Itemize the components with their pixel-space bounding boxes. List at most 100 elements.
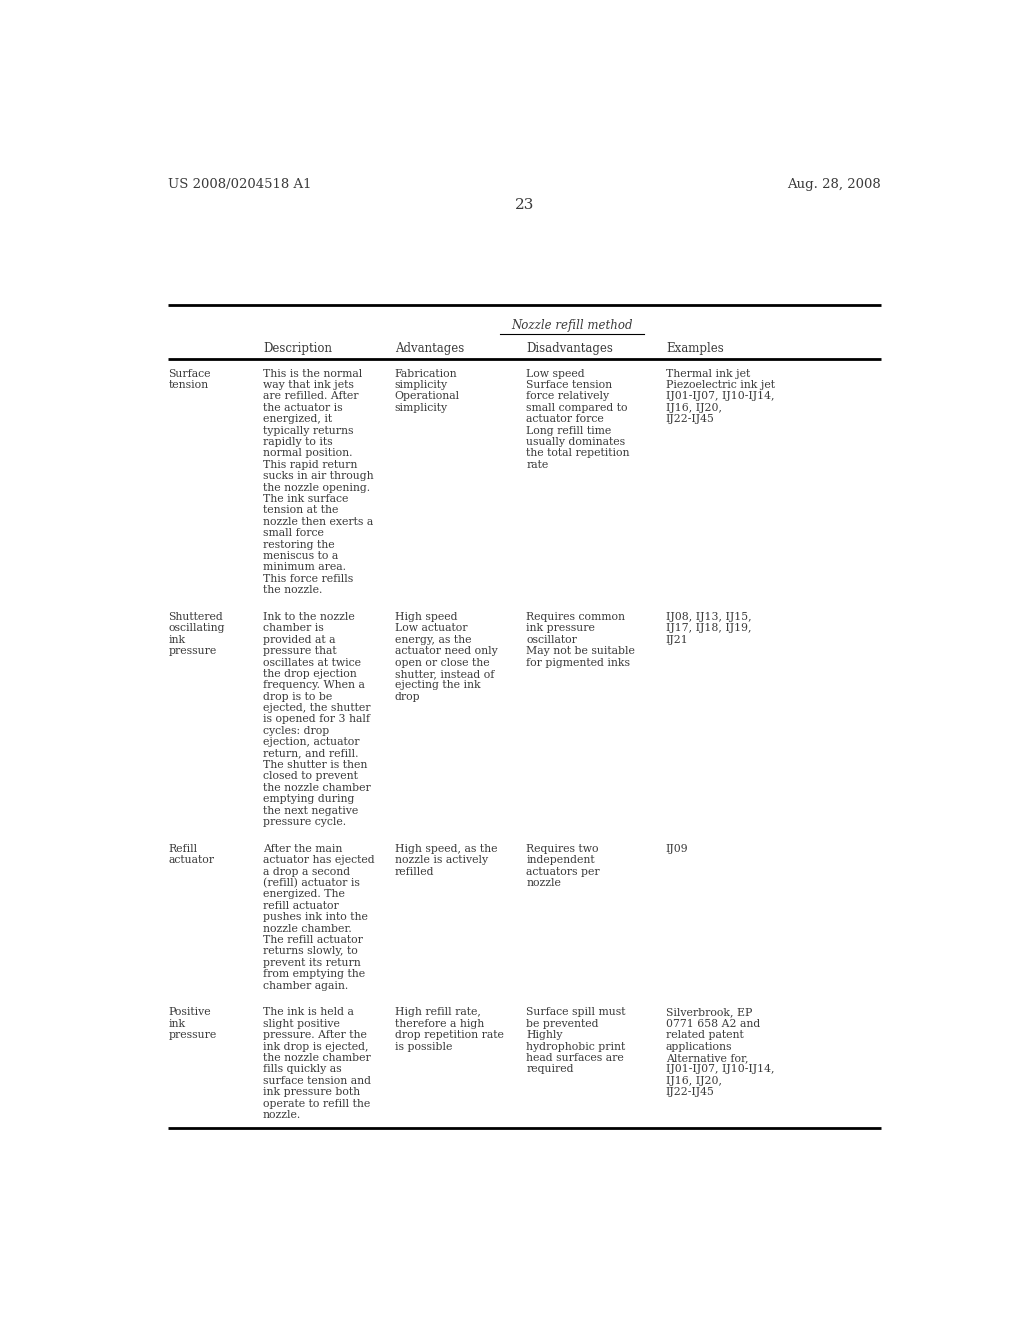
Text: Alternative for,: Alternative for, [666, 1053, 749, 1063]
Text: oscillating: oscillating [168, 623, 225, 634]
Text: Highly: Highly [526, 1030, 563, 1040]
Text: (refill) actuator is: (refill) actuator is [263, 878, 359, 888]
Text: typically returns: typically returns [263, 425, 353, 436]
Text: the nozzle chamber: the nozzle chamber [263, 783, 371, 793]
Text: prevent its return: prevent its return [263, 958, 360, 968]
Text: Silverbrook, EP: Silverbrook, EP [666, 1007, 753, 1018]
Text: meniscus to a: meniscus to a [263, 550, 338, 561]
Text: way that ink jets: way that ink jets [263, 380, 353, 389]
Text: simplicity: simplicity [394, 403, 447, 413]
Text: restoring the: restoring the [263, 540, 335, 549]
Text: the total repetition: the total repetition [526, 449, 630, 458]
Text: Piezoelectric ink jet: Piezoelectric ink jet [666, 380, 775, 389]
Text: Shuttered: Shuttered [168, 612, 223, 622]
Text: actuator: actuator [168, 855, 214, 865]
Text: pressure cycle.: pressure cycle. [263, 817, 346, 828]
Text: actuators per: actuators per [526, 867, 600, 876]
Text: head surfaces are: head surfaces are [526, 1053, 624, 1063]
Text: pushes ink into the: pushes ink into the [263, 912, 368, 923]
Text: therefore a high: therefore a high [394, 1019, 484, 1028]
Text: Nozzle refill method: Nozzle refill method [511, 318, 633, 331]
Text: open or close the: open or close the [394, 657, 489, 668]
Text: High refill rate,: High refill rate, [394, 1007, 480, 1018]
Text: cycles: drop: cycles: drop [263, 726, 329, 735]
Text: closed to prevent: closed to prevent [263, 771, 357, 781]
Text: IJ17, IJ18, IJ19,: IJ17, IJ18, IJ19, [666, 623, 752, 634]
Text: minimum area.: minimum area. [263, 562, 346, 573]
Text: IJ01-IJ07, IJ10-IJ14,: IJ01-IJ07, IJ10-IJ14, [666, 392, 774, 401]
Text: High speed: High speed [394, 612, 457, 622]
Text: tension: tension [168, 380, 209, 389]
Text: energized, it: energized, it [263, 414, 332, 424]
Text: slight positive: slight positive [263, 1019, 340, 1028]
Text: independent: independent [526, 855, 595, 865]
Text: shutter, instead of: shutter, instead of [394, 669, 494, 678]
Text: IJ22-IJ45: IJ22-IJ45 [666, 1088, 715, 1097]
Text: returns slowly, to: returns slowly, to [263, 946, 357, 957]
Text: pressure: pressure [168, 645, 216, 656]
Text: are refilled. After: are refilled. After [263, 392, 358, 401]
Text: chamber is: chamber is [263, 623, 324, 634]
Text: This is the normal: This is the normal [263, 368, 362, 379]
Text: May not be suitable: May not be suitable [526, 645, 635, 656]
Text: fills quickly as: fills quickly as [263, 1064, 341, 1074]
Text: usually dominates: usually dominates [526, 437, 626, 447]
Text: ejected, the shutter: ejected, the shutter [263, 704, 371, 713]
Text: ink pressure: ink pressure [526, 623, 595, 634]
Text: for pigmented inks: for pigmented inks [526, 657, 631, 668]
Text: energized. The: energized. The [263, 890, 345, 899]
Text: This rapid return: This rapid return [263, 459, 357, 470]
Text: IJ09: IJ09 [666, 843, 688, 854]
Text: IJ16, IJ20,: IJ16, IJ20, [666, 403, 722, 413]
Text: frequency. When a: frequency. When a [263, 680, 365, 690]
Text: ejecting the ink: ejecting the ink [394, 680, 480, 690]
Text: Refill: Refill [168, 843, 198, 854]
Text: energy, as the: energy, as the [394, 635, 471, 644]
Text: pressure that: pressure that [263, 645, 337, 656]
Text: simplicity: simplicity [394, 380, 447, 389]
Text: surface tension and: surface tension and [263, 1076, 371, 1086]
Text: Surface: Surface [168, 368, 211, 379]
Text: nozzle chamber.: nozzle chamber. [263, 924, 351, 933]
Text: Requires two: Requires two [526, 843, 599, 854]
Text: ink: ink [168, 635, 185, 644]
Text: ejection, actuator: ejection, actuator [263, 738, 359, 747]
Text: nozzle.: nozzle. [263, 1110, 301, 1119]
Text: IJ21: IJ21 [666, 635, 688, 644]
Text: small force: small force [263, 528, 324, 539]
Text: pressure. After the: pressure. After the [263, 1030, 367, 1040]
Text: ink drop is ejected,: ink drop is ejected, [263, 1041, 369, 1052]
Text: normal position.: normal position. [263, 449, 352, 458]
Text: the drop ejection: the drop ejection [263, 669, 356, 678]
Text: nozzle is actively: nozzle is actively [394, 855, 487, 865]
Text: ink pressure both: ink pressure both [263, 1088, 360, 1097]
Text: chamber again.: chamber again. [263, 981, 348, 990]
Text: Surface spill must: Surface spill must [526, 1007, 626, 1018]
Text: from emptying the: from emptying the [263, 969, 365, 979]
Text: refill actuator: refill actuator [263, 900, 339, 911]
Text: a drop a second: a drop a second [263, 867, 350, 876]
Text: This force refills: This force refills [263, 574, 353, 583]
Text: the next negative: the next negative [263, 805, 358, 816]
Text: nozzle then exerts a: nozzle then exerts a [263, 516, 373, 527]
Text: be prevented: be prevented [526, 1019, 599, 1028]
Text: rapidly to its: rapidly to its [263, 437, 333, 447]
Text: The shutter is then: The shutter is then [263, 760, 368, 770]
Text: emptying during: emptying during [263, 795, 354, 804]
Text: 0771 658 A2 and: 0771 658 A2 and [666, 1019, 760, 1028]
Text: related patent: related patent [666, 1030, 743, 1040]
Text: 23: 23 [515, 198, 535, 213]
Text: the nozzle opening.: the nozzle opening. [263, 483, 370, 492]
Text: IJ08, IJ13, IJ15,: IJ08, IJ13, IJ15, [666, 612, 752, 622]
Text: provided at a: provided at a [263, 635, 335, 644]
Text: oscillator: oscillator [526, 635, 578, 644]
Text: Disadvantages: Disadvantages [526, 342, 613, 355]
Text: tension at the: tension at the [263, 506, 338, 515]
Text: The ink is held a: The ink is held a [263, 1007, 353, 1018]
Text: Positive: Positive [168, 1007, 211, 1018]
Text: Operational: Operational [394, 392, 460, 401]
Text: Surface tension: Surface tension [526, 380, 612, 389]
Text: hydrophobic print: hydrophobic print [526, 1041, 626, 1052]
Text: is opened for 3 half: is opened for 3 half [263, 714, 370, 725]
Text: Ink to the nozzle: Ink to the nozzle [263, 612, 354, 622]
